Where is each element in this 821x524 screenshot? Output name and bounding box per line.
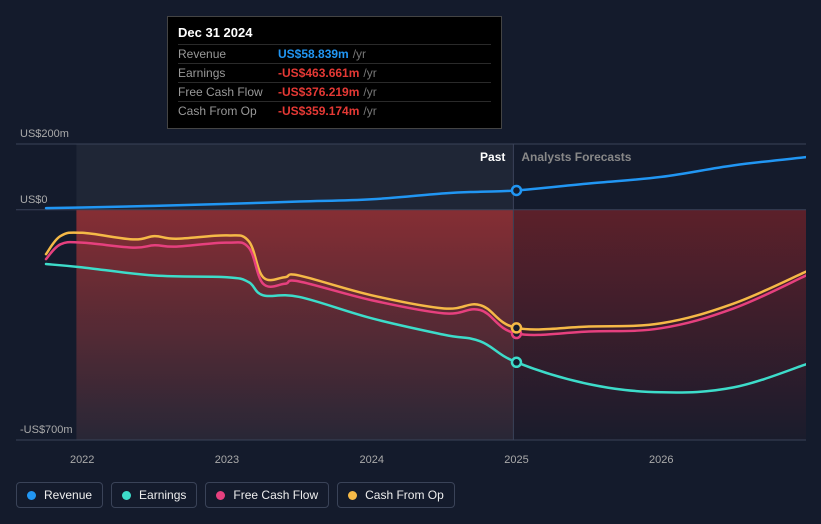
y-axis-tick-label: US$200m — [20, 128, 69, 140]
legend-label: Earnings — [139, 488, 186, 502]
x-axis-tick-label: 2022 — [70, 454, 94, 466]
tooltip-row-value: -US$359.174m — [278, 104, 359, 118]
tooltip-row-value: -US$463.661m — [278, 66, 359, 80]
tooltip-row-earnings: Earnings -US$463.661m /yr — [178, 63, 491, 82]
tooltip-row-unit: /yr — [353, 47, 366, 61]
y-axis-tick-label: US$0 — [20, 194, 48, 206]
tooltip-row-cfo: Cash From Op -US$359.174m /yr — [178, 101, 491, 120]
x-axis-tick-label: 2024 — [359, 454, 383, 466]
legend-dot — [216, 491, 225, 500]
tooltip-row-unit: /yr — [363, 104, 376, 118]
legend-label: Free Cash Flow — [233, 488, 318, 502]
tooltip-row-fcf: Free Cash Flow -US$376.219m /yr — [178, 82, 491, 101]
x-axis-tick-label: 2026 — [649, 454, 673, 466]
tooltip-row-value: US$58.839m — [278, 47, 349, 61]
legend-item-revenue[interactable]: Revenue — [16, 482, 103, 508]
tooltip-row-unit: /yr — [363, 66, 376, 80]
tooltip-row-label: Cash From Op — [178, 104, 278, 118]
legend-dot — [348, 491, 357, 500]
tooltip-date: Dec 31 2024 — [178, 25, 491, 40]
tooltip-row-revenue: Revenue US$58.839m /yr — [178, 44, 491, 63]
x-axis-tick-label: 2023 — [215, 454, 239, 466]
legend-dot — [27, 491, 36, 500]
tooltip-row-value: -US$376.219m — [278, 85, 359, 99]
legend-item-fcf[interactable]: Free Cash Flow — [205, 482, 329, 508]
legend: Revenue Earnings Free Cash Flow Cash Fro… — [16, 482, 455, 508]
legend-dot — [122, 491, 131, 500]
financials-chart[interactable]: US$200mUS$0-US$700m 20222023202420252026… — [16, 120, 806, 450]
tooltip-row-label: Revenue — [178, 47, 278, 61]
legend-item-cfo[interactable]: Cash From Op — [337, 482, 455, 508]
legend-item-earnings[interactable]: Earnings — [111, 482, 197, 508]
tooltip-row-label: Free Cash Flow — [178, 85, 278, 99]
legend-label: Cash From Op — [365, 488, 444, 502]
chart-tooltip: Dec 31 2024 Revenue US$58.839m /yr Earni… — [167, 16, 502, 129]
tooltip-row-unit: /yr — [363, 85, 376, 99]
tooltip-row-label: Earnings — [178, 66, 278, 80]
legend-label: Revenue — [44, 488, 92, 502]
chart-svg — [16, 120, 806, 450]
y-axis-tick-label: -US$700m — [20, 424, 73, 436]
x-axis-tick-label: 2025 — [504, 454, 528, 466]
